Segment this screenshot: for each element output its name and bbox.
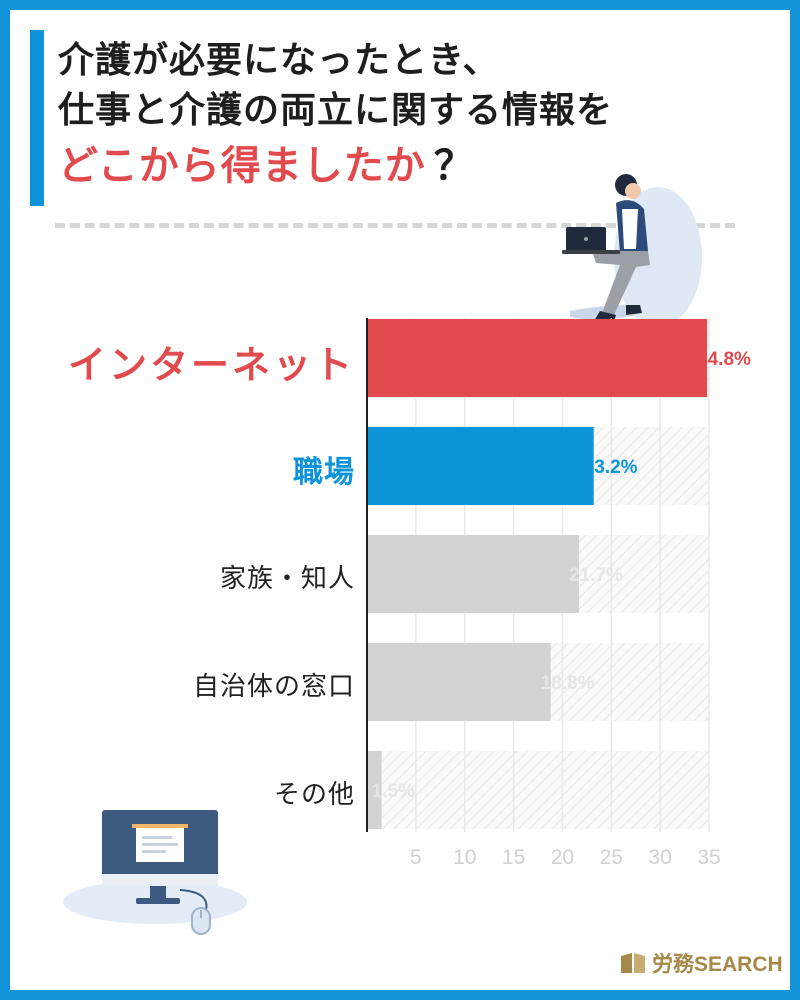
dashed-divider (55, 223, 735, 228)
category-label: 家族・知人 (219, 562, 355, 593)
value-label: 34.8% (697, 349, 751, 370)
category-label: その他 (273, 778, 355, 809)
value-label: 18.8% (541, 673, 595, 694)
bar (367, 643, 551, 721)
title-line-1: 介護が必要になったとき、 (58, 40, 500, 81)
category-label: 職場 (293, 456, 355, 490)
title-highlight: どこから得ましたか (58, 143, 426, 189)
x-tick-label: 25 (600, 846, 623, 869)
value-label: 23.2% (584, 457, 638, 478)
person-laptop-illustration (562, 174, 702, 327)
x-tick-label: 20 (551, 846, 574, 869)
x-tick-label: 5 (410, 846, 422, 869)
value-label: 21.7% (569, 565, 623, 586)
bar (367, 427, 594, 505)
title-line-3: どこから得ましたか？ (58, 136, 758, 196)
x-tick-label: 30 (648, 846, 671, 869)
title-line-2: 仕事と介護の両立に関する情報を (58, 90, 614, 131)
category-label: 自治体の窓口 (192, 670, 355, 701)
brand-name: 労務SEARCH (652, 953, 783, 976)
x-tick-labels: 5 10 15 20 25 30 35 (410, 846, 721, 869)
bar (367, 535, 580, 613)
brand-logo: 労務SEARCH (620, 948, 783, 978)
value-label: 1.5% (372, 781, 415, 802)
x-tick-label: 10 (453, 846, 476, 869)
x-tick-label: 15 (502, 846, 525, 869)
bar (367, 319, 708, 397)
question-mark: ？ (433, 143, 475, 189)
monitor-presentation-illustration (63, 810, 247, 935)
bar (367, 751, 382, 829)
bars (367, 319, 708, 829)
value-labels: 34.8% 23.2% 21.7% 18.8% 1.5% (372, 349, 751, 802)
x-tick-label: 35 (697, 846, 720, 869)
book-logo-icon (621, 953, 645, 973)
title-accent-bar (30, 30, 44, 206)
bar-track (367, 751, 709, 829)
category-label: インターネット (67, 345, 355, 388)
title-block: 介護が必要になったとき、 仕事と介護の両立に関する情報を どこから得ましたか？ (58, 36, 758, 196)
